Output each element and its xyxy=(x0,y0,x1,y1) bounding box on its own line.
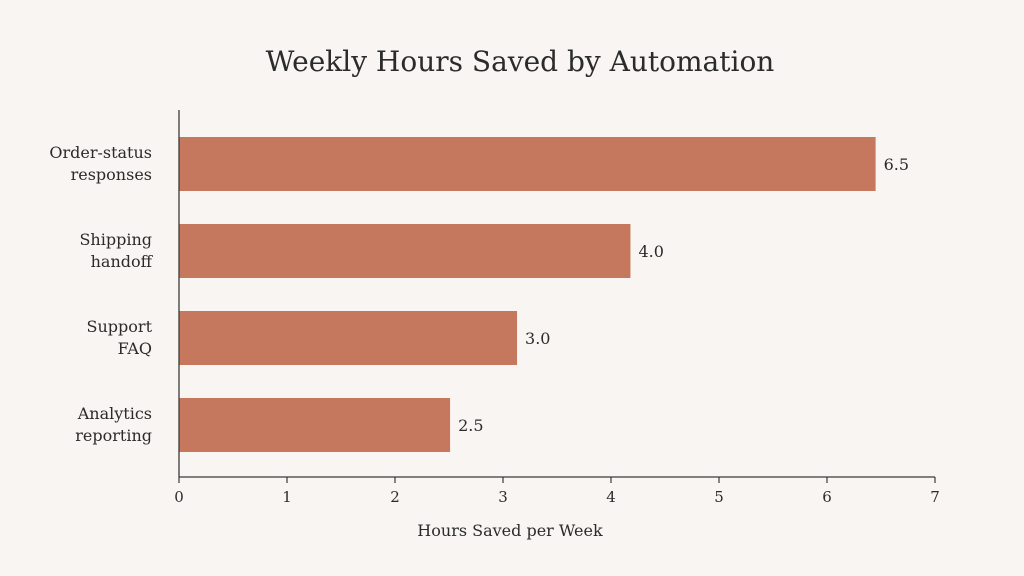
bar-3 xyxy=(179,398,451,452)
bar-2 xyxy=(179,311,518,365)
value-label-2: 3.0 xyxy=(525,329,550,348)
x-tick-label-3: 3 xyxy=(498,488,508,506)
category-label-1-line-0: Shipping xyxy=(79,230,152,249)
x-tick-label-0: 0 xyxy=(174,488,184,506)
category-label-0-line-1: responses xyxy=(71,165,152,184)
x-axis-title: Hours Saved per Week xyxy=(417,521,603,540)
x-tick-label-5: 5 xyxy=(714,488,724,506)
bar-1 xyxy=(179,224,631,278)
value-label-0: 6.5 xyxy=(884,155,909,174)
value-label-3: 2.5 xyxy=(458,416,483,435)
category-label-3-line-1: reporting xyxy=(75,426,152,445)
category-label-0-line-0: Order-status xyxy=(49,143,152,162)
bars-group xyxy=(179,137,876,452)
category-label-1-line-1: handoff xyxy=(91,252,154,271)
value-labels: 6.5 4.0 3.0 2.5 xyxy=(458,155,909,435)
x-tick-label-1: 1 xyxy=(282,488,292,506)
value-label-1: 4.0 xyxy=(638,242,663,261)
category-label-2-line-0: Support xyxy=(87,317,153,336)
x-tick-label-4: 4 xyxy=(606,488,616,506)
x-tick-label-7: 7 xyxy=(930,488,940,506)
category-labels: Order-status responses Shipping handoff Supp… xyxy=(49,143,153,445)
x-tick-label-6: 6 xyxy=(822,488,832,506)
category-label-2-line-1: FAQ xyxy=(118,339,152,358)
category-label-3-line-0: Analytics xyxy=(77,404,152,423)
x-tick-label-2: 2 xyxy=(390,488,400,506)
chart-title: Weekly Hours Saved by Automation xyxy=(266,45,775,78)
bar-0 xyxy=(179,137,876,191)
x-axis-ticks: 0 1 2 3 4 5 6 7 xyxy=(174,477,940,506)
